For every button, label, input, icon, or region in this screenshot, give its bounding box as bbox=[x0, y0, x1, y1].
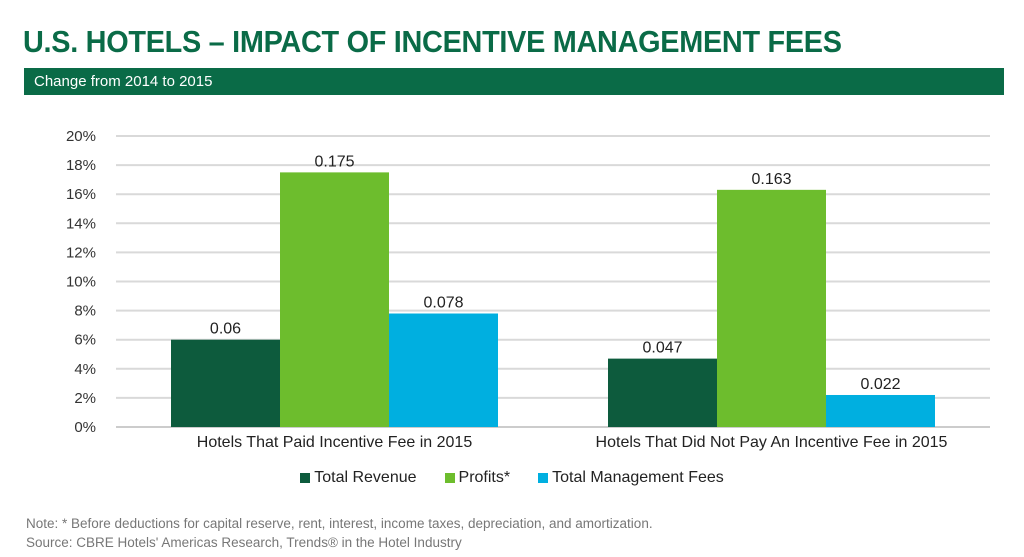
data-label: 0.175 bbox=[314, 153, 354, 170]
legend-item-profits: Profits* bbox=[444, 468, 511, 487]
y-tick-label: 14% bbox=[66, 215, 96, 232]
data-label: 0.078 bbox=[423, 295, 463, 312]
data-label: 0.047 bbox=[642, 340, 682, 357]
legend-label: Profits* bbox=[458, 469, 511, 486]
data-label: 0.06 bbox=[210, 321, 241, 338]
legend-item-total-management-fees: Total Management Fees bbox=[538, 468, 724, 487]
y-tick-label: 8% bbox=[74, 303, 96, 320]
legend-label: Total Revenue bbox=[314, 469, 417, 486]
bar bbox=[717, 189, 826, 427]
bar bbox=[389, 313, 498, 427]
legend-swatch bbox=[538, 472, 549, 483]
y-tick-label: 4% bbox=[74, 361, 96, 378]
legend: Total Revenue Profits* Total Management … bbox=[0, 468, 1024, 487]
y-tick-label: 16% bbox=[66, 186, 96, 203]
y-tick-label: 12% bbox=[66, 244, 96, 261]
legend-swatch bbox=[300, 472, 311, 483]
y-tick-label: 18% bbox=[66, 157, 96, 174]
legend-label: Total Management Fees bbox=[552, 469, 724, 486]
page-title: U.S. HOTELS – IMPACT OF INCENTIVE MANAGE… bbox=[23, 24, 842, 59]
bar bbox=[171, 339, 280, 427]
y-tick-label: 20% bbox=[66, 128, 96, 145]
y-tick-label: 6% bbox=[74, 332, 96, 349]
bar bbox=[826, 394, 935, 427]
data-label: 0.163 bbox=[751, 171, 791, 188]
x-tick-label: Hotels That Paid Incentive Fee in 2015 bbox=[197, 434, 473, 451]
footnote: Note: * Before deductions for capital re… bbox=[26, 514, 653, 552]
y-tick-label: 10% bbox=[66, 274, 96, 291]
x-tick-label: Hotels That Did Not Pay An Incentive Fee… bbox=[596, 434, 948, 451]
bar bbox=[280, 172, 389, 427]
data-label: 0.022 bbox=[860, 376, 900, 393]
source-text: Source: CBRE Hotels' Americas Research, … bbox=[26, 535, 462, 550]
legend-swatch bbox=[444, 472, 455, 483]
subtitle: Change from 2014 to 2015 bbox=[34, 73, 213, 90]
note-text: Note: * Before deductions for capital re… bbox=[26, 516, 653, 531]
legend-item-total-revenue: Total Revenue bbox=[300, 468, 417, 487]
bar bbox=[608, 358, 717, 427]
y-tick-label: 2% bbox=[74, 390, 96, 407]
subtitle-band: Change from 2014 to 2015 bbox=[24, 68, 1004, 95]
y-tick-label: 0% bbox=[74, 419, 96, 436]
